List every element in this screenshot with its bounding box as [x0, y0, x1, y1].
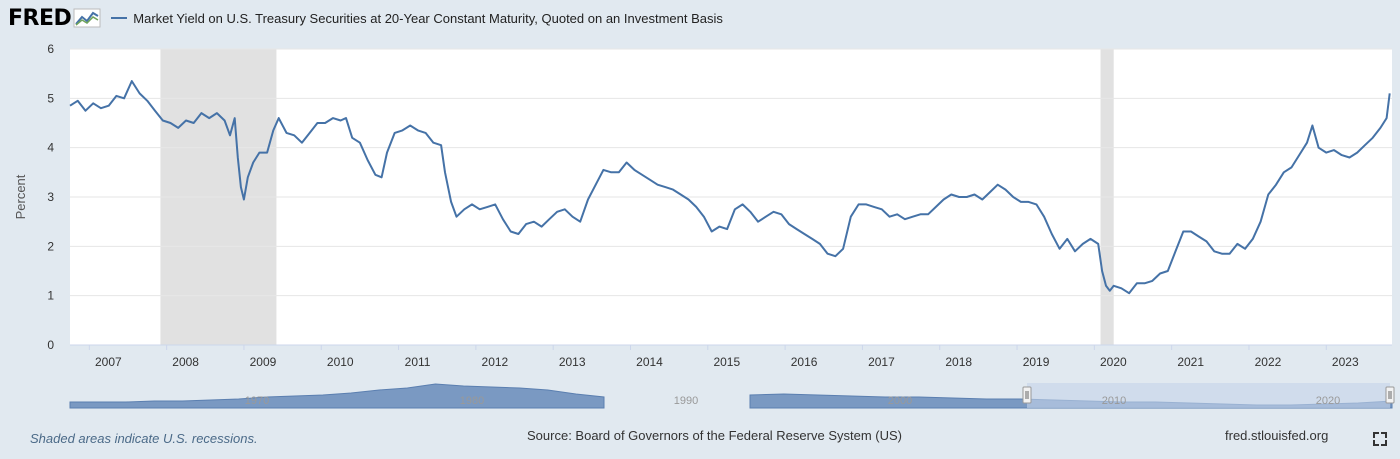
source-text: Source: Board of Governors of the Federa… [527, 428, 902, 443]
fullscreen-icon[interactable] [1373, 432, 1387, 446]
navigator-label: 1970 [245, 395, 269, 407]
y-axis: 0 1 2 3 4 5 6 [47, 42, 54, 352]
navigator-area-early [69, 383, 605, 409]
recession-note: Shaded areas indicate U.S. recessions. [30, 431, 258, 446]
series-line[interactable] [69, 80, 1391, 295]
x-tick-label: 2023 [1332, 355, 1359, 369]
x-tick-label: 2022 [1255, 355, 1282, 369]
navigator-label: 2020 [1316, 395, 1340, 407]
x-tick-label: 2020 [1100, 355, 1127, 369]
y-tick-label: 6 [47, 42, 54, 56]
x-tick-label: 2008 [172, 355, 199, 369]
navigator-handle[interactable] [1385, 386, 1395, 404]
y-tick-label: 2 [47, 239, 54, 253]
navigator-label: 1990 [674, 395, 698, 407]
fred-chart-logo-icon [73, 8, 101, 28]
x-tick-label: 2015 [713, 355, 740, 369]
legend-series-title[interactable]: Market Yield on U.S. Treasury Securities… [133, 10, 723, 26]
x-tick-label: 2007 [95, 355, 122, 369]
x-tick-label: 2018 [945, 355, 972, 369]
legend-line-swatch [111, 17, 128, 19]
time-navigator[interactable]: 1970 1980 1990 2000 2010 2020 [69, 383, 1395, 409]
y-tick-label: 5 [47, 91, 54, 105]
navigator-label: 1980 [460, 395, 484, 407]
x-tick-label: 2021 [1177, 355, 1204, 369]
x-tick-label: 2009 [250, 355, 277, 369]
x-tick-label: 2011 [405, 355, 431, 369]
x-tick-label: 2013 [559, 355, 586, 369]
x-tick-label: 2014 [636, 355, 663, 369]
navigator-handle[interactable] [1022, 386, 1032, 404]
navigator-selection [1027, 383, 1390, 408]
x-tick-label: 2010 [327, 355, 354, 369]
x-tick-label: 2019 [1023, 355, 1050, 369]
site-link[interactable]: fred.stlouisfed.org [1225, 428, 1329, 443]
y-tick-label: 1 [47, 289, 54, 303]
navigator-label: 2000 [888, 395, 912, 407]
y-tick-label: 3 [47, 190, 54, 204]
y-tick-label: 0 [47, 338, 54, 352]
x-tick-label: 2012 [482, 355, 509, 369]
fred-logo[interactable]: FRED [8, 5, 72, 31]
x-axis: 2007 2008 2009 2010 2011 2012 2013 2014 2015 2016… [70, 344, 1392, 369]
x-tick-label: 2017 [868, 355, 895, 369]
y-tick-label: 4 [47, 141, 54, 155]
x-tick-label: 2016 [791, 355, 818, 369]
y-axis-label: Percent [13, 174, 28, 219]
chart-header: FRED Market Yield on U.S. Treasury Secur… [8, 4, 723, 32]
navigator-label: 2010 [1102, 395, 1126, 407]
